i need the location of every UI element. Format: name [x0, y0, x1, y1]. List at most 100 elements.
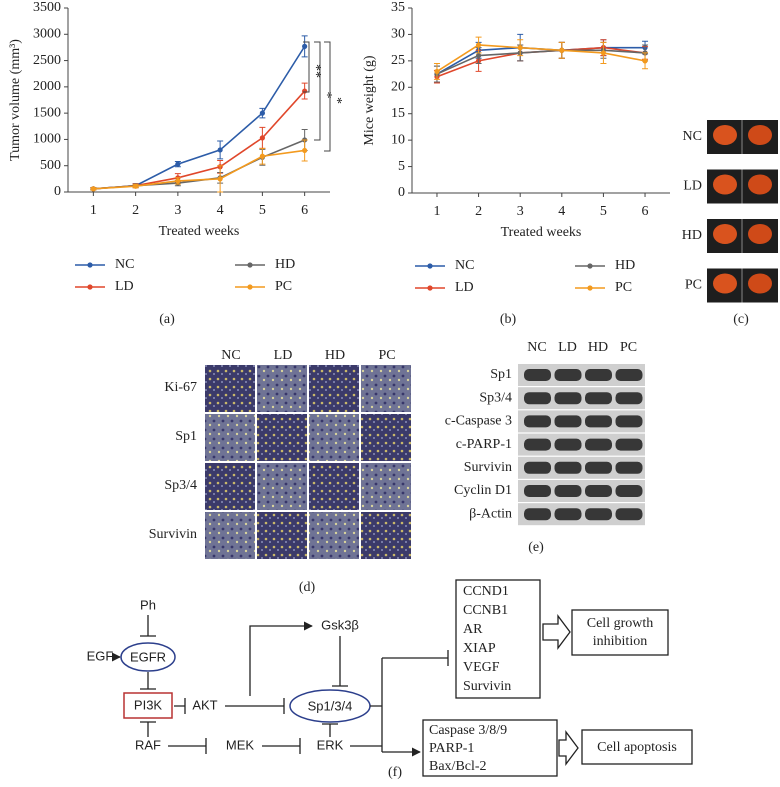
x-tick-label: 4 — [217, 203, 224, 218]
blot-band — [554, 461, 582, 474]
x-tick-label: 6 — [642, 204, 649, 219]
inhibit-edge — [140, 615, 156, 637]
blot-band — [615, 438, 643, 451]
y-tick-label: 2000 — [33, 79, 61, 94]
node: MEK — [226, 737, 255, 752]
significance-bracket — [314, 41, 321, 141]
gene: CCNB1 — [463, 603, 508, 618]
row-label: Sp1 — [175, 429, 197, 444]
x-axis-title: Treated weeks — [501, 225, 582, 240]
tumor — [748, 273, 772, 294]
column-label: LD — [558, 340, 577, 355]
blot-band — [524, 438, 551, 451]
data-point — [217, 176, 223, 182]
series-line — [93, 149, 305, 190]
y-tick-label: 1000 — [33, 132, 61, 147]
y-tick-label: 3500 — [33, 0, 61, 15]
node: RAF — [135, 737, 161, 752]
legend-marker — [247, 284, 253, 290]
panel-label: (d) — [299, 580, 316, 595]
x-tick-label: 5 — [259, 203, 266, 218]
legend-label: NC — [115, 257, 134, 272]
x-tick-label: 5 — [600, 204, 607, 219]
outcome-box — [571, 609, 669, 656]
node: Gsk3β — [321, 617, 359, 632]
y-tick-label: 10 — [391, 132, 405, 147]
y-tick-label: 1500 — [33, 105, 61, 120]
y-tick-label: 3000 — [33, 27, 61, 42]
panel-label: (a) — [159, 312, 175, 327]
data-point — [559, 47, 565, 53]
series-line — [93, 90, 306, 190]
node: EGF — [87, 648, 114, 663]
data-point — [517, 45, 523, 51]
y-axis-title: Mice weight (g) — [362, 55, 377, 146]
data-point — [175, 178, 181, 184]
y-tick-label: 5 — [398, 159, 405, 174]
gene: CCND1 — [463, 584, 509, 599]
tumor — [713, 174, 737, 195]
tumor — [713, 125, 737, 145]
tumor — [713, 273, 737, 294]
pathway: Ph EGF EGFR PI3K RAF AKT MEK ERK Gsk3β S… — [87, 579, 693, 777]
data-point — [302, 147, 308, 154]
data-point — [259, 110, 265, 116]
data-point — [302, 88, 308, 94]
ihc-image — [309, 512, 359, 559]
outcome: Cell growth — [587, 616, 654, 631]
gene: VEGF — [463, 660, 500, 675]
ihc-image — [309, 365, 359, 412]
ihc-image — [205, 414, 255, 461]
x-tick-label: 4 — [558, 204, 565, 219]
blot-band — [585, 438, 612, 451]
row-label: Cyclin D1 — [454, 483, 512, 498]
blot-band — [524, 485, 551, 497]
legend-marker — [87, 284, 93, 290]
series-line — [93, 139, 305, 190]
block-arrow — [558, 730, 579, 766]
node: EGFR — [130, 649, 166, 664]
ihc-image — [205, 365, 255, 412]
row-label: HD — [682, 228, 702, 243]
legend-label: PC — [275, 279, 292, 294]
blot-band — [585, 508, 612, 521]
inhibit-edge — [174, 698, 186, 714]
gene-lists: CCND1 CCNB1 AR XIAP VEGF Survivin Caspase 3/8/… — [429, 584, 511, 774]
charts: 0 500 1000 1500 2000 2500 3000 3500 1 2 3 4 5 6 Treate… — [8, 0, 670, 295]
series-line — [436, 44, 646, 73]
row-label: Ki-67 — [164, 380, 197, 395]
y-tick-label: 30 — [391, 27, 405, 42]
column-label: PC — [378, 348, 395, 363]
ihc-image — [257, 512, 307, 559]
blot-band — [554, 369, 582, 381]
ihc-image — [205, 463, 255, 510]
blot-band — [585, 485, 612, 497]
data-point — [259, 153, 265, 159]
inhibit-edge — [140, 721, 156, 737]
blot-band — [554, 415, 582, 428]
row-label: c-PARP-1 — [456, 437, 512, 452]
ihc-grid: NC LD HD PC Ki-67 Sp1 Sp3/4 Survivin — [149, 348, 411, 559]
outcome: inhibition — [593, 634, 647, 649]
y-tick-label: 0 — [398, 185, 405, 200]
gene: Survivin — [463, 679, 511, 694]
blot-band — [615, 415, 643, 428]
blot-band — [615, 485, 643, 497]
significance-label: * — [329, 97, 344, 104]
outcome-box — [581, 729, 693, 765]
tumor — [748, 125, 772, 145]
row-label: NC — [683, 129, 702, 144]
data-point — [90, 186, 96, 192]
blot-band — [585, 392, 612, 405]
ihc-image — [257, 414, 307, 461]
column-label: NC — [221, 348, 240, 363]
blot-band — [524, 461, 551, 474]
outcome: Cell apoptosis — [597, 740, 677, 755]
ihc-image — [257, 463, 307, 510]
gene: PARP-1 — [429, 741, 474, 756]
ihc-image — [257, 365, 307, 412]
blot-band — [524, 369, 551, 381]
inhibit-edge — [225, 698, 285, 714]
legend-marker — [587, 285, 593, 291]
node-ellipse — [120, 642, 176, 672]
